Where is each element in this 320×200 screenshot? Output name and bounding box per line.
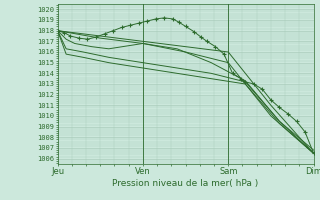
X-axis label: Pression niveau de la mer( hPa ): Pression niveau de la mer( hPa ) (112, 179, 259, 188)
